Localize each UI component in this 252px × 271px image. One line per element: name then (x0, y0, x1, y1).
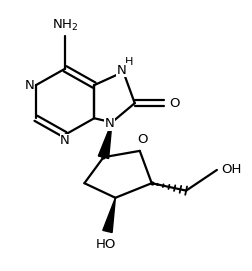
Polygon shape (103, 198, 115, 233)
Text: O: O (137, 133, 148, 146)
Text: N: N (24, 79, 34, 92)
Text: O: O (169, 97, 180, 110)
Polygon shape (98, 122, 112, 159)
Text: N: N (117, 64, 127, 77)
Text: NH$_2$: NH$_2$ (52, 18, 78, 33)
Text: N: N (104, 117, 114, 130)
Text: N: N (60, 134, 70, 147)
Text: H: H (125, 57, 133, 67)
Text: HO: HO (96, 238, 116, 251)
Text: OH: OH (222, 163, 242, 176)
